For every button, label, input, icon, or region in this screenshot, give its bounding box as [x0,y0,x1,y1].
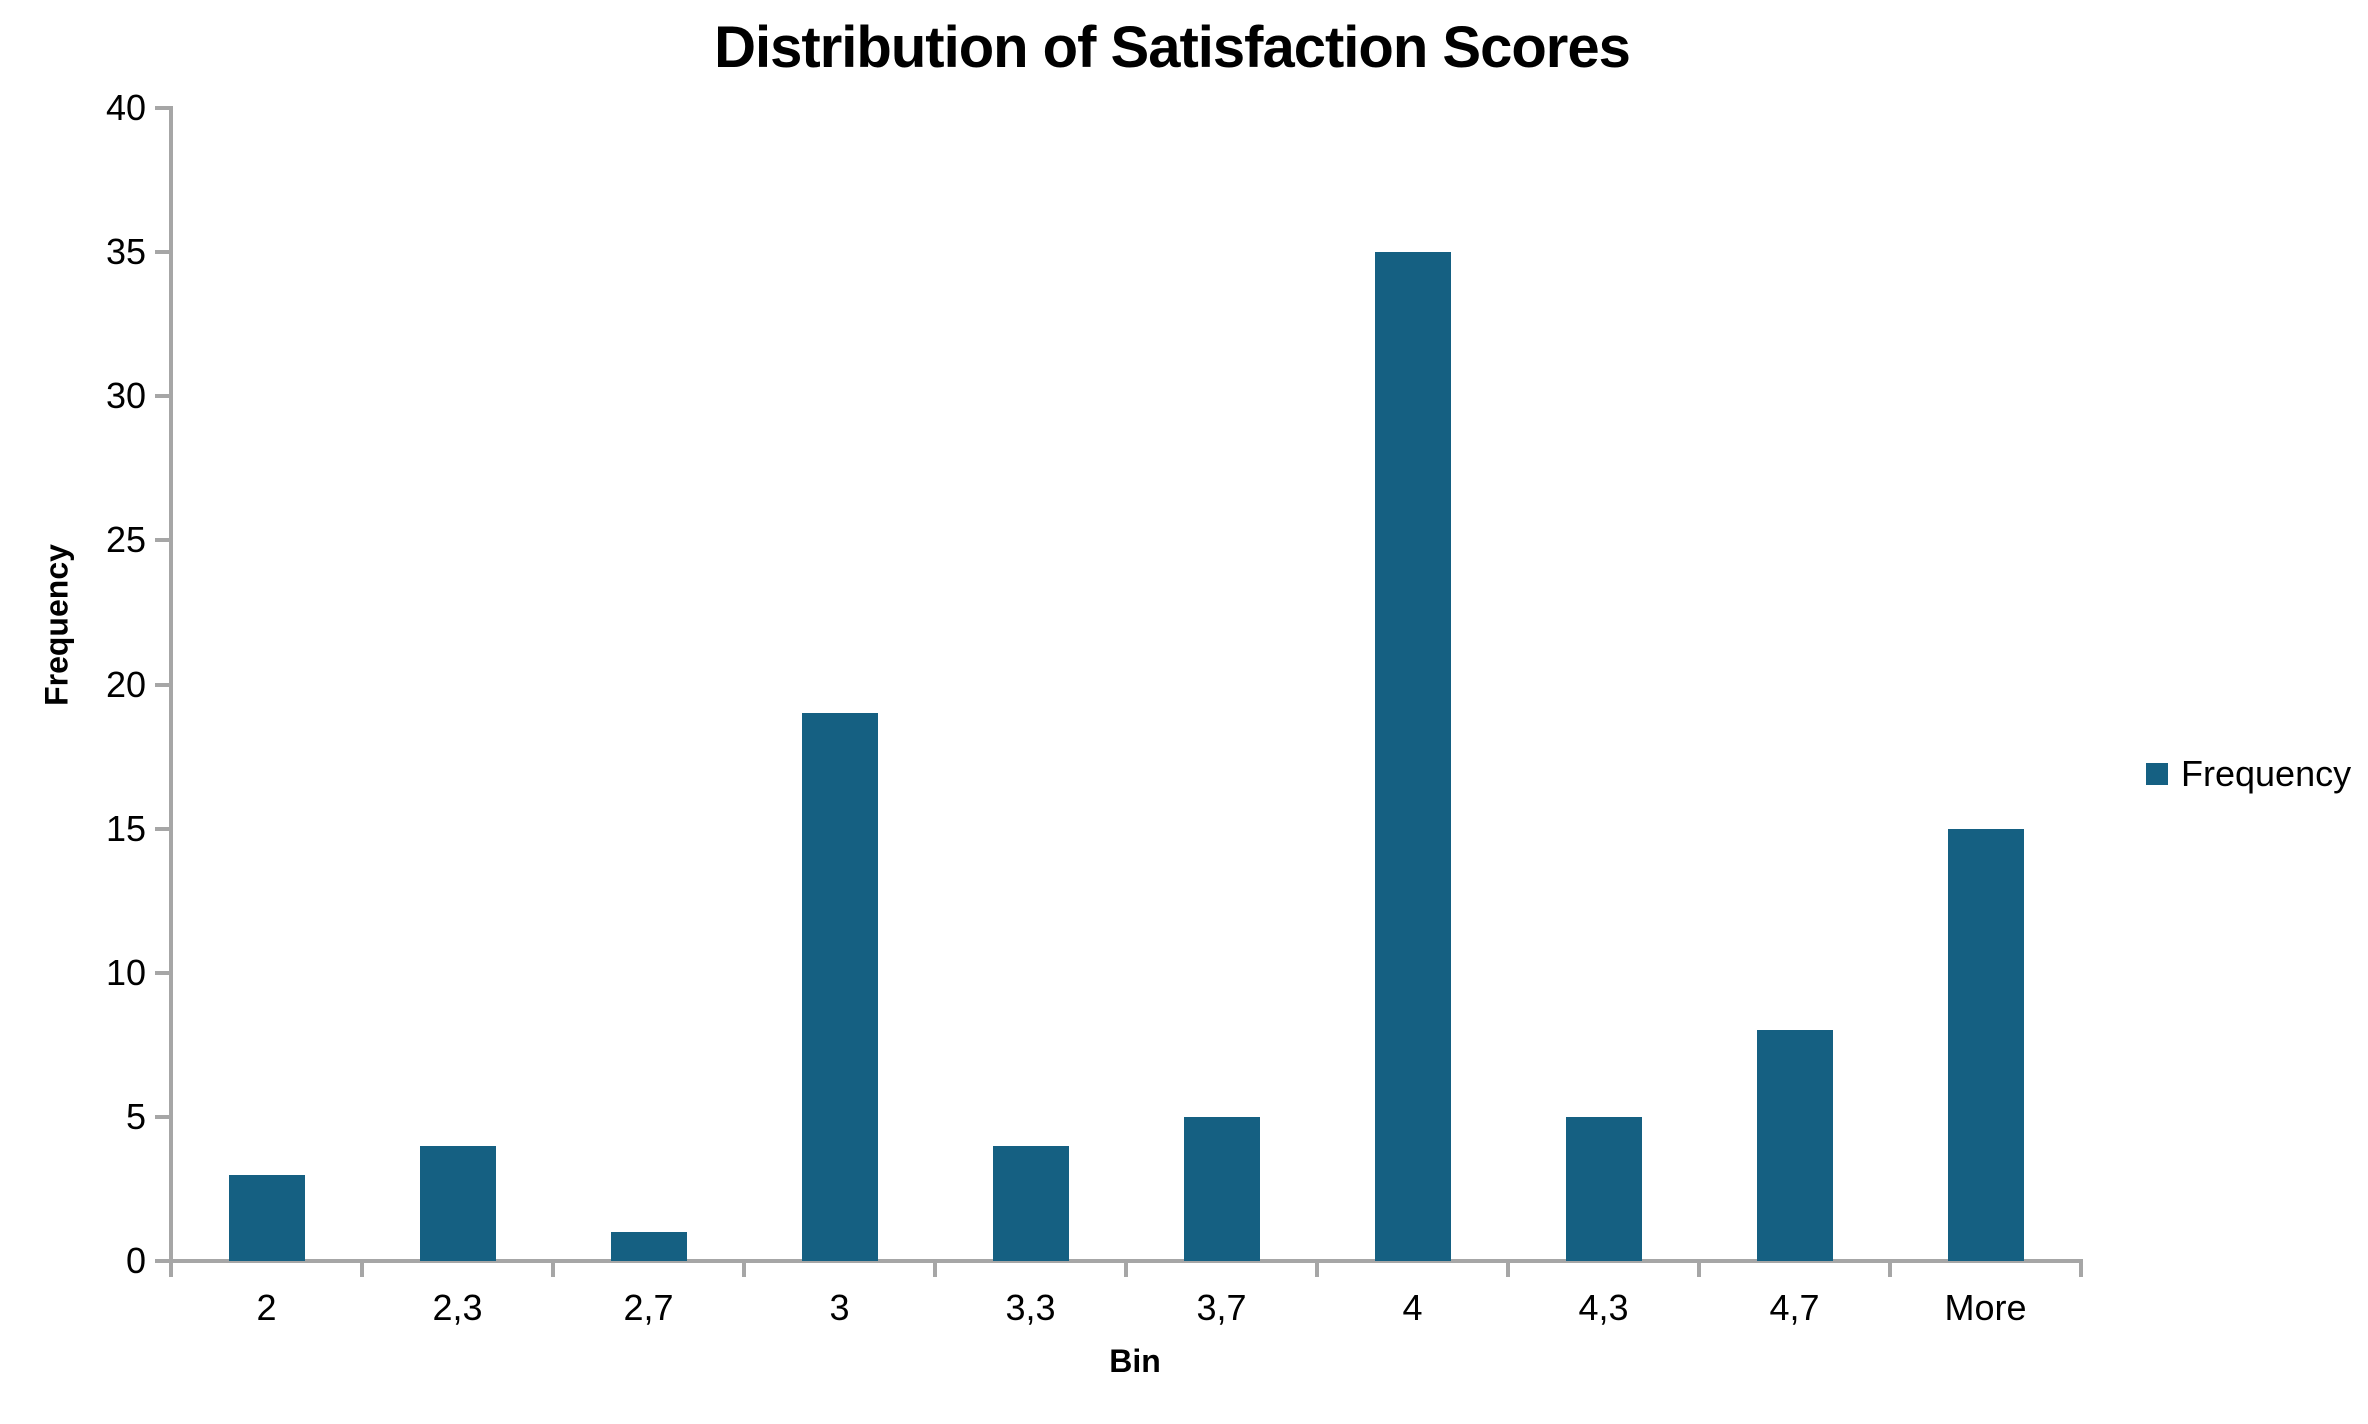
y-axis-line [169,106,173,1263]
y-tick-label: 30 [105,375,146,417]
x-tick-mark [2079,1261,2083,1277]
y-tick-mark [155,826,171,831]
x-tick-mark [933,1261,937,1277]
bar-4,7[interactable] [1757,1030,1833,1261]
x-tick-label: 4,3 [1578,1287,1629,1328]
x-tick-label: 3,7 [1196,1287,1247,1328]
bar-3,7[interactable] [1184,1117,1260,1261]
y-tick-label: 15 [105,807,146,849]
legend-swatch [2146,763,2168,785]
chart-title: Distribution of Satisfaction Scores [714,15,1631,80]
x-axis-title: Bin [1109,1343,1161,1379]
x-tick-label: 3,3 [1005,1287,1056,1328]
bar-2,3[interactable] [420,1146,496,1261]
x-tick-label: 2 [256,1287,277,1328]
y-tick-mark [155,106,171,110]
y-tick-label: 40 [105,87,146,128]
y-tick-mark [155,250,171,255]
x-tick-mark [1888,1261,1892,1277]
y-tick-label: 0 [125,1240,146,1281]
y-tick-mark [155,538,171,543]
x-tick-label: More [1944,1287,2027,1328]
bar-More[interactable] [1948,829,2024,1261]
bar-2,7[interactable] [611,1232,687,1261]
x-tick-mark [742,1261,746,1277]
y-tick-label: 25 [105,519,146,561]
y-tick-mark [155,1114,171,1119]
legend-label: Frequency [2181,753,2352,794]
y-tick-label: 5 [125,1095,146,1137]
legend[interactable]: Frequency [2146,752,2351,796]
x-tick-mark [360,1261,364,1277]
bar-4[interactable] [1375,252,1451,1261]
bar-3[interactable] [802,713,878,1261]
bar-4,3[interactable] [1566,1117,1642,1261]
x-tick-label: 2,7 [623,1287,674,1328]
x-tick-mark [1506,1261,1510,1277]
x-tick-mark [1697,1261,1701,1277]
x-tick-label: 4,7 [1769,1287,1820,1328]
bar-3,3[interactable] [993,1146,1069,1261]
bar-2[interactable] [229,1175,305,1261]
y-tick-label: 10 [105,951,146,993]
y-tick-mark [155,394,171,399]
x-tick-mark [1124,1261,1128,1277]
y-tick-mark [155,1259,171,1263]
x-tick-mark [169,1261,173,1277]
x-tick-mark [551,1261,555,1277]
y-tick-label: 20 [105,663,146,705]
x-tick-mark [1315,1261,1319,1277]
x-tick-label: 2,3 [432,1287,483,1328]
y-tick-label: 35 [105,231,146,273]
y-tick-mark [155,682,171,687]
x-tick-label: 3 [829,1287,850,1328]
y-tick-mark [155,970,171,975]
x-tick-label: 4 [1402,1287,1423,1328]
